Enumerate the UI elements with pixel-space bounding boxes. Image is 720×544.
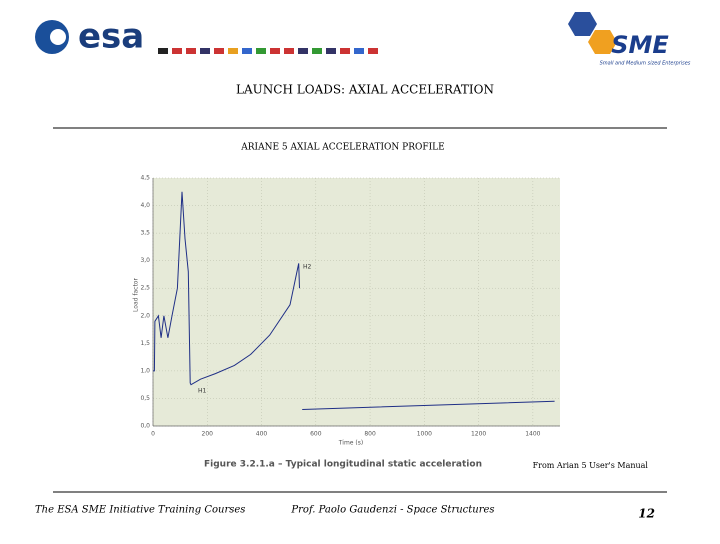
y-tick-label: 1,0 — [140, 367, 150, 374]
y-tick-label: 3,5 — [140, 230, 150, 237]
y-tick-label: 0,0 — [140, 423, 150, 430]
y-tick-label: 4,0 — [140, 202, 150, 209]
y-tick-label: 3,0 — [140, 257, 150, 264]
figure-caption: Figure 3.2.1.a – Typical longitudinal st… — [204, 460, 482, 470]
annotation: H2 — [303, 264, 312, 271]
plot-area — [153, 178, 560, 426]
sme-logo: SME — [611, 31, 669, 59]
x-tick-label: 600 — [310, 431, 322, 438]
y-axis-label: Load factor — [133, 278, 140, 312]
x-tick-label: 0 — [151, 431, 155, 438]
data-line — [153, 191, 555, 410]
page-number: 12 — [638, 507, 655, 521]
y-tick-label: 0,5 — [140, 395, 150, 402]
source-note: From Arian 5 User's Manual — [533, 461, 649, 470]
annotation: H1 — [198, 388, 207, 395]
x-tick-label: 800 — [364, 431, 376, 438]
esa-logo: esa — [78, 17, 144, 57]
y-tick-label: 2,0 — [140, 312, 150, 319]
x-axis-label: Time (s) — [338, 440, 363, 447]
x-tick-label: 1000 — [417, 431, 432, 438]
esa-logo-mark — [50, 29, 66, 45]
y-tick-label: 1,5 — [140, 340, 150, 347]
x-tick-label: 200 — [202, 431, 214, 438]
footer-center: Prof. Paolo Gaudenzi - Space Structures — [290, 505, 494, 516]
x-tick-label: 400 — [256, 431, 268, 438]
y-tick-label: 2,5 — [140, 285, 150, 292]
x-tick-label: 1400 — [525, 431, 540, 438]
footer-left: The ESA SME Initiative Training Courses — [35, 505, 245, 516]
slide-subtitle: ARIANE 5 AXIAL ACCELERATION PROFILE — [240, 143, 444, 153]
y-tick-label: 4,5 — [140, 175, 150, 182]
slide-title: LAUNCH LOADS: AXIAL ACCELERATION — [236, 83, 494, 97]
sme-logo-mark — [568, 12, 617, 54]
sme-logo-subtitle: Small and Medium sized Enterprises — [600, 61, 691, 67]
x-tick-label: 1200 — [471, 431, 486, 438]
flag-strip — [158, 48, 378, 54]
